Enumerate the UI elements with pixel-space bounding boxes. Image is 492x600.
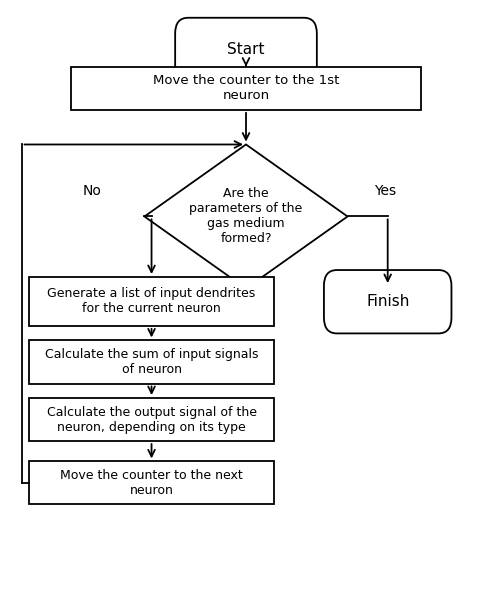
Polygon shape xyxy=(145,145,347,289)
Bar xyxy=(29,398,275,441)
Text: Are the
parameters of the
gas medium
formed?: Are the parameters of the gas medium for… xyxy=(189,187,303,245)
FancyBboxPatch shape xyxy=(175,18,317,81)
Bar xyxy=(29,461,275,505)
FancyBboxPatch shape xyxy=(324,270,452,334)
Text: No: No xyxy=(83,184,102,197)
Text: Finish: Finish xyxy=(366,294,409,309)
Text: Yes: Yes xyxy=(374,184,397,197)
Text: Calculate the sum of input signals
of neuron: Calculate the sum of input signals of ne… xyxy=(45,348,258,376)
Text: Start: Start xyxy=(227,42,265,57)
Bar xyxy=(71,67,421,110)
Bar xyxy=(29,277,275,326)
Text: Calculate the output signal of the
neuron, depending on its type: Calculate the output signal of the neuro… xyxy=(47,406,256,434)
Bar xyxy=(29,340,275,383)
Text: Generate a list of input dendrites
for the current neuron: Generate a list of input dendrites for t… xyxy=(47,287,256,316)
Text: Move the counter to the 1st
neuron: Move the counter to the 1st neuron xyxy=(153,74,339,103)
Text: Move the counter to the next
neuron: Move the counter to the next neuron xyxy=(60,469,243,497)
